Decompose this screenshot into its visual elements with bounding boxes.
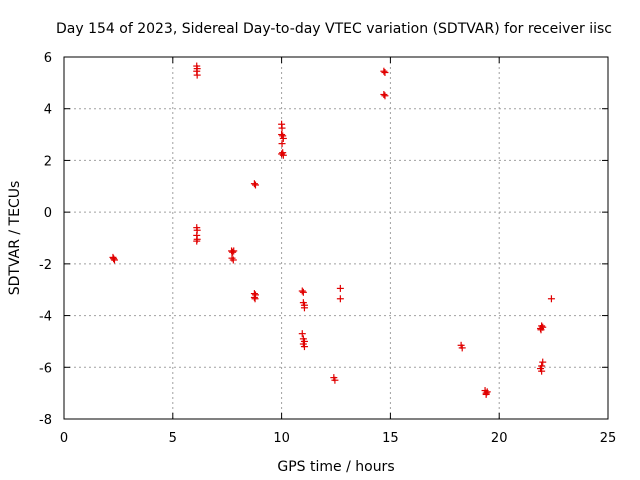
data-point <box>538 367 546 375</box>
data-point <box>300 343 308 351</box>
data-point <box>458 344 466 352</box>
data-point <box>299 288 307 296</box>
data-point <box>278 124 286 132</box>
data-point <box>279 134 287 142</box>
data-point <box>229 248 237 256</box>
data-point <box>537 326 545 334</box>
chart-title: Day 154 of 2023, Sidereal Day-to-day VTE… <box>56 21 612 37</box>
data-point <box>193 237 201 245</box>
y-tick-label: -8 <box>39 413 52 428</box>
x-tick-label: 10 <box>273 431 290 446</box>
data-point <box>336 284 344 292</box>
x-tick-label: 15 <box>382 431 399 446</box>
data-point <box>278 150 286 158</box>
y-tick-label: 2 <box>44 154 52 169</box>
y-tick-label: -2 <box>39 258 52 273</box>
data-point <box>229 256 237 264</box>
data-point <box>193 71 201 79</box>
data-point <box>278 140 286 148</box>
x-tick-label: 0 <box>60 431 68 446</box>
data-point <box>250 180 258 188</box>
data-point <box>300 304 308 312</box>
data-point <box>380 90 388 98</box>
x-tick-label: 5 <box>169 431 177 446</box>
data-point <box>251 295 259 303</box>
data-point <box>336 295 344 303</box>
y-tick-label: -4 <box>39 310 52 325</box>
x-tick-label: 25 <box>600 431 617 446</box>
data-point <box>230 247 238 255</box>
data-point <box>110 255 118 263</box>
data-point <box>278 131 286 139</box>
data-point <box>482 390 490 398</box>
x-tick-label: 20 <box>491 431 508 446</box>
data-point <box>331 376 339 384</box>
data-point <box>538 322 546 330</box>
data-point <box>279 151 287 159</box>
data-point <box>381 92 389 100</box>
y-tick-label: -6 <box>39 361 52 376</box>
data-point <box>547 295 555 303</box>
data-point <box>298 330 306 338</box>
data-point <box>228 254 236 262</box>
y-tick-label: 6 <box>44 51 52 66</box>
plot-frame <box>63 56 609 420</box>
x-axis-label: GPS time / hours <box>277 459 394 475</box>
data-point <box>539 358 547 366</box>
data-point <box>110 256 118 264</box>
data-point <box>250 293 258 301</box>
axis-ticks: 0 5 10 15 20 25 -8 -6 -4 -2 0 2 4 6 <box>39 51 616 446</box>
data-point <box>380 67 388 75</box>
data-points <box>109 62 555 398</box>
y-axis-label: SDTVAR / TECUs <box>7 181 23 296</box>
grid-lines <box>64 57 608 419</box>
data-point <box>298 287 306 295</box>
y-tick-label: 4 <box>44 103 52 118</box>
data-point <box>381 69 389 77</box>
data-point <box>251 181 259 189</box>
y-tick-label: 0 <box>44 206 52 221</box>
